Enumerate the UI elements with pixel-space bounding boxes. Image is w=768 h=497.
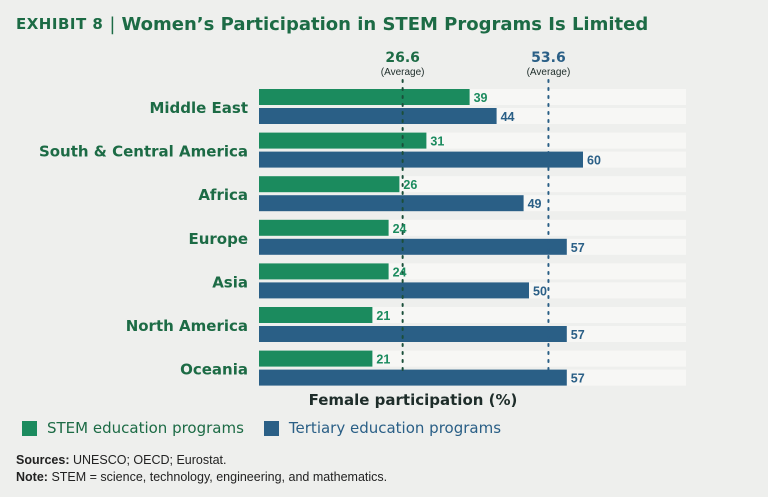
data-label: 57 [571, 328, 585, 342]
data-label: 60 [587, 154, 601, 168]
sources-line: Sources: UNESCO; OECD; Eurostat. [16, 452, 387, 469]
stem-bar [259, 89, 470, 105]
tertiary-bar [259, 195, 524, 212]
legend-swatch-stem [22, 420, 37, 436]
legend-swatch-tertiary [263, 420, 279, 436]
category-label: Africa [198, 186, 248, 204]
bar-chart: 26.6(Average)53.6(Average)39443160264924… [38, 50, 601, 386]
stem-bar [259, 176, 400, 193]
stem-bar [259, 263, 389, 280]
average-label: (Average) [381, 67, 425, 78]
chart-title: Women’s Participation in STEM Programs I… [121, 13, 649, 35]
data-label: 24 [393, 222, 407, 236]
note-line: Note: STEM = science, technology, engine… [16, 469, 387, 486]
category-label: Oceania [180, 361, 248, 379]
category-label: Middle East [149, 99, 248, 117]
tertiary-bar [259, 238, 567, 255]
chart-header: EXHIBIT 8 | Women’s Participation in STE… [16, 10, 648, 38]
data-label: 21 [376, 309, 390, 323]
legend-item-tertiary: Tertiary education programs [263, 419, 502, 437]
stem-bar [259, 219, 389, 236]
category-label: Asia [212, 273, 248, 291]
note-label: Note: [16, 470, 48, 484]
data-label: 24 [393, 265, 407, 279]
tertiary-bar [259, 369, 567, 386]
x-axis-label: Female participation (%) [308, 391, 518, 409]
data-label: 50 [533, 284, 547, 298]
sources-label: Sources: [16, 453, 70, 467]
stem-bar [259, 350, 373, 367]
data-label: 39 [474, 91, 488, 105]
data-label: 26 [403, 178, 417, 192]
exhibit-number: EXHIBIT 8 [16, 15, 104, 33]
stem-bar [259, 307, 373, 323]
legend-label-stem: STEM education programs [47, 419, 244, 437]
stem-bar [259, 132, 427, 149]
average-value: 26.6 [385, 50, 420, 66]
data-label: 31 [430, 135, 444, 149]
note-text: STEM = science, technology, engineering,… [51, 470, 388, 484]
tertiary-bar [259, 282, 529, 299]
data-label: 49 [528, 197, 542, 211]
header-separator: | [109, 13, 116, 35]
data-label: 57 [571, 372, 585, 386]
sources-text: UNESCO; OECD; Eurostat. [72, 453, 227, 467]
legend-item-stem: STEM education programs [22, 419, 244, 437]
tertiary-bar [259, 151, 583, 168]
category-label: Europe [188, 230, 248, 248]
chart-footer: Sources: UNESCO; OECD; Eurostat. Note: S… [16, 452, 387, 486]
chart-legend: STEM education programs Tertiary educati… [22, 419, 521, 437]
category-label: South & Central America [39, 143, 248, 161]
data-label: 21 [376, 353, 390, 367]
average-label: (Average) [527, 67, 571, 78]
legend-label-tertiary: Tertiary education programs [288, 419, 502, 437]
data-label: 44 [501, 110, 515, 124]
tertiary-bar [259, 108, 497, 124]
average-value: 53.6 [531, 50, 566, 66]
category-label: North America [126, 317, 248, 335]
data-label: 57 [571, 241, 585, 255]
tertiary-bar [259, 326, 567, 342]
